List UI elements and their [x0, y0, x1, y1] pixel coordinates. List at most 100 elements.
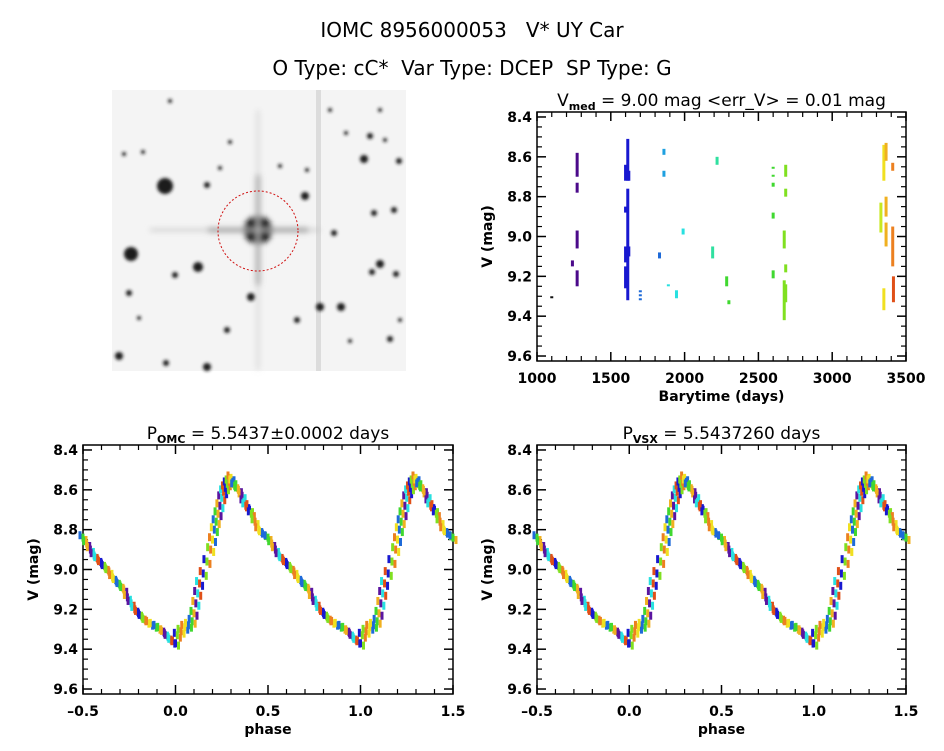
phased-point	[637, 618, 641, 627]
title-symbol: P	[623, 424, 633, 444]
phased-point	[815, 641, 819, 650]
phased-point	[400, 499, 404, 508]
field-star	[393, 271, 399, 277]
phased-point	[617, 630, 621, 639]
phased-point	[223, 496, 227, 505]
phased-point	[853, 528, 857, 537]
phased-point	[267, 537, 271, 546]
phased-point	[849, 535, 853, 544]
y-tick-label: 9.2	[53, 602, 78, 618]
phased-point	[407, 487, 411, 496]
phased-point	[768, 602, 772, 611]
phased-point	[675, 504, 679, 513]
phased-point	[134, 606, 137, 615]
phased-point	[209, 545, 213, 554]
observation-segment	[771, 166, 775, 169]
phased-point	[839, 569, 843, 578]
x-tick-label: 0.0	[617, 704, 642, 720]
field-star	[193, 262, 203, 272]
phased-point	[532, 531, 536, 540]
phased-point	[828, 617, 832, 626]
phased-point	[396, 535, 399, 544]
phased-point	[254, 523, 258, 532]
x-tick-label: 1.5	[894, 704, 919, 720]
phased-point	[832, 599, 836, 608]
phased-point	[387, 555, 391, 564]
phased-point	[646, 587, 650, 596]
phased-point	[367, 629, 371, 638]
x-tick-label: 2000	[665, 371, 704, 387]
y-tick-label: 8.4	[507, 110, 532, 126]
field-star	[337, 303, 345, 311]
phased-point	[402, 491, 406, 500]
phased-point	[862, 483, 866, 492]
phased-point	[219, 512, 223, 521]
phased-point	[661, 533, 665, 542]
phased-point	[115, 579, 119, 588]
phased-point	[562, 571, 566, 580]
phased-point	[801, 630, 805, 639]
phased-point	[654, 581, 658, 590]
phased-point	[310, 587, 314, 596]
y-tick-label: 9.6	[53, 682, 78, 698]
data-points	[78, 471, 458, 650]
x-tick-label: 0.0	[163, 704, 188, 720]
phased-point	[337, 620, 341, 629]
phased-point	[396, 515, 400, 524]
phased-point	[547, 553, 551, 562]
phased-point	[901, 531, 905, 540]
phased-point	[825, 614, 829, 623]
phased-point	[239, 495, 243, 504]
field-star	[115, 352, 123, 360]
phased-point	[100, 561, 104, 570]
observation-segment	[658, 252, 662, 259]
observation-segment	[662, 148, 666, 155]
aperture-circle	[217, 190, 299, 272]
phased-point	[394, 523, 398, 532]
field-star	[316, 303, 324, 311]
phased-point	[636, 623, 640, 632]
phased-point	[394, 545, 398, 554]
phased-point	[386, 569, 390, 578]
phased-point	[887, 509, 891, 518]
phased-point	[584, 602, 588, 611]
y-tick-label: 8.4	[53, 443, 78, 459]
phased-point	[824, 625, 828, 634]
phased-point	[403, 501, 407, 510]
phased-point	[223, 483, 227, 492]
phased-point	[374, 606, 378, 615]
phased-point	[669, 499, 673, 508]
phased-point	[439, 523, 443, 532]
field-star	[124, 247, 138, 261]
phased-point	[846, 533, 850, 542]
y-tick-label: 8.8	[507, 523, 532, 539]
phased-point	[863, 490, 867, 499]
phased-point	[672, 501, 676, 510]
phased-point	[182, 629, 186, 638]
phased-point	[651, 579, 655, 588]
phased-point	[539, 543, 543, 552]
phased-point	[399, 517, 403, 526]
phased-point	[649, 589, 653, 598]
phased-point	[850, 547, 854, 556]
phased-point	[89, 549, 93, 558]
phased-point	[662, 545, 666, 554]
phased-point	[199, 591, 203, 600]
y-tick-label: 9.0	[507, 230, 532, 246]
phase-vsx-plot: PVSX = 5.5437260 days 8.4 8.6 8.8 9.0 9.2 9.4 9…	[480, 424, 918, 738]
phased-point	[871, 483, 875, 492]
phased-point	[198, 567, 202, 576]
observation-segment	[626, 188, 630, 301]
y-tick-label: 9.0	[53, 563, 78, 579]
phased-point	[125, 587, 129, 596]
observation-segment	[891, 226, 895, 267]
y-tick-label: 9.0	[507, 563, 532, 579]
field-star	[157, 178, 173, 194]
phased-point	[779, 614, 783, 623]
phased-point	[833, 577, 837, 586]
phased-point	[377, 609, 381, 618]
phased-point	[358, 639, 362, 648]
phased-point	[659, 557, 663, 566]
observation-segment	[782, 230, 786, 249]
observation-segment	[627, 170, 631, 181]
